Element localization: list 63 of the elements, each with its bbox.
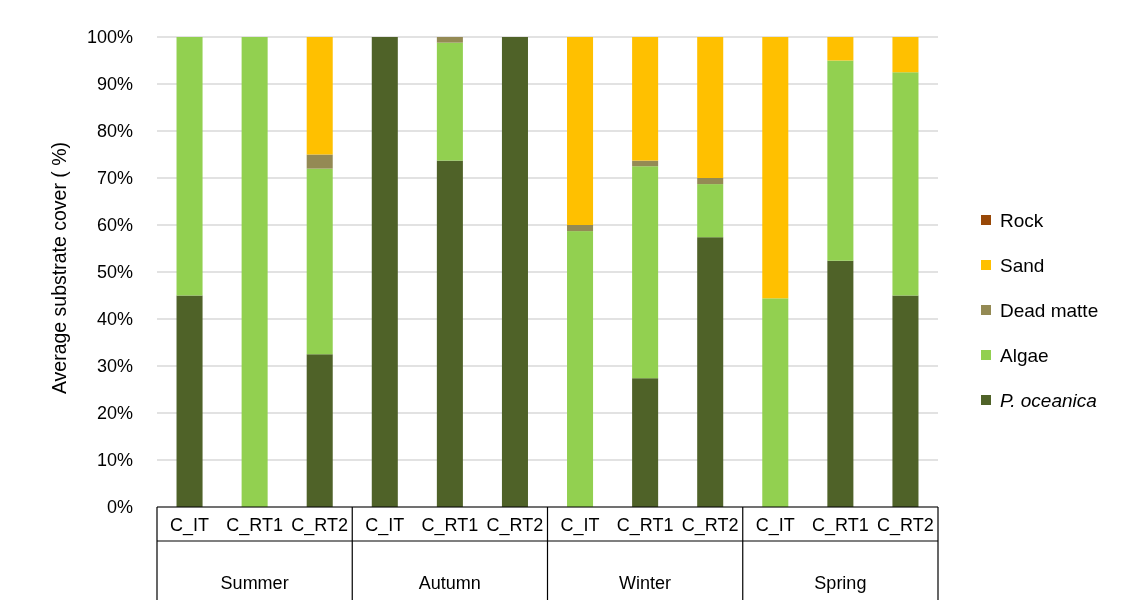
bar (306, 354, 333, 507)
bar (697, 184, 724, 238)
bar (762, 37, 789, 299)
bar (632, 378, 659, 507)
text: Spring (814, 573, 867, 593)
bar (827, 37, 854, 61)
bar (892, 37, 919, 73)
y-axis-title: Average substrate cover ( %) (48, 141, 70, 395)
bar (892, 72, 919, 296)
bar (176, 37, 203, 296)
bar (306, 37, 333, 155)
bar (697, 37, 724, 178)
bar (697, 178, 724, 185)
legend-label: Algae (1000, 344, 1049, 366)
x-tick-label: C_RT2 (486, 515, 544, 536)
x-tick-label: C_IT (365, 515, 405, 536)
y-tick-label: 50% (96, 262, 133, 282)
bar (501, 37, 528, 507)
y-tick-label: 80% (96, 121, 133, 141)
x-tick-label: C_RT1 (421, 515, 479, 536)
bar (436, 37, 463, 43)
legend-label: Sand (1000, 254, 1045, 276)
bar (632, 37, 659, 161)
bar (827, 260, 854, 507)
y-tick-label: 70% (96, 168, 133, 188)
legend-label: Rock (1000, 209, 1044, 231)
x-tick-label: C_RT1 (226, 515, 283, 536)
bar (241, 37, 268, 507)
x-tick-label: C_RT1 (812, 515, 869, 536)
bar (892, 295, 919, 507)
x-tick-label: C_IT (170, 515, 210, 536)
y-tick-label: 100% (86, 27, 133, 47)
y-tick-label: 60% (96, 215, 133, 235)
y-tick-label: 90% (96, 74, 133, 94)
bar (567, 225, 594, 232)
x-tick-label: C_RT2 (877, 515, 934, 536)
bar (697, 237, 724, 507)
text: Winter (619, 573, 672, 593)
x-tick-label: C_IT (560, 515, 600, 536)
x-tick-label: C_RT2 (291, 515, 349, 536)
x-tick-label: C_RT1 (616, 515, 674, 536)
text: Autumn (418, 573, 481, 593)
bar (567, 37, 594, 225)
bar (176, 295, 203, 507)
bar (371, 37, 398, 507)
y-tick-label: 0% (106, 497, 133, 517)
y-tick-label: 20% (96, 403, 133, 423)
bar (306, 154, 333, 169)
bar (762, 298, 789, 507)
x-tick-label: C_IT (755, 515, 795, 536)
bar (632, 166, 659, 379)
bar (306, 168, 333, 355)
bar (827, 60, 854, 261)
legend-label: P. oceanica (1000, 389, 1097, 411)
y-tick-label: 30% (96, 356, 133, 376)
y-tick-label: 10% (96, 450, 133, 470)
bar (436, 160, 463, 507)
y-tick-label: 40% (96, 309, 133, 329)
text: Summer (220, 573, 289, 593)
bar (567, 231, 594, 507)
x-tick-label: C_RT2 (681, 515, 739, 536)
bar (436, 42, 463, 161)
legend-label: Dead matte (1000, 299, 1099, 321)
